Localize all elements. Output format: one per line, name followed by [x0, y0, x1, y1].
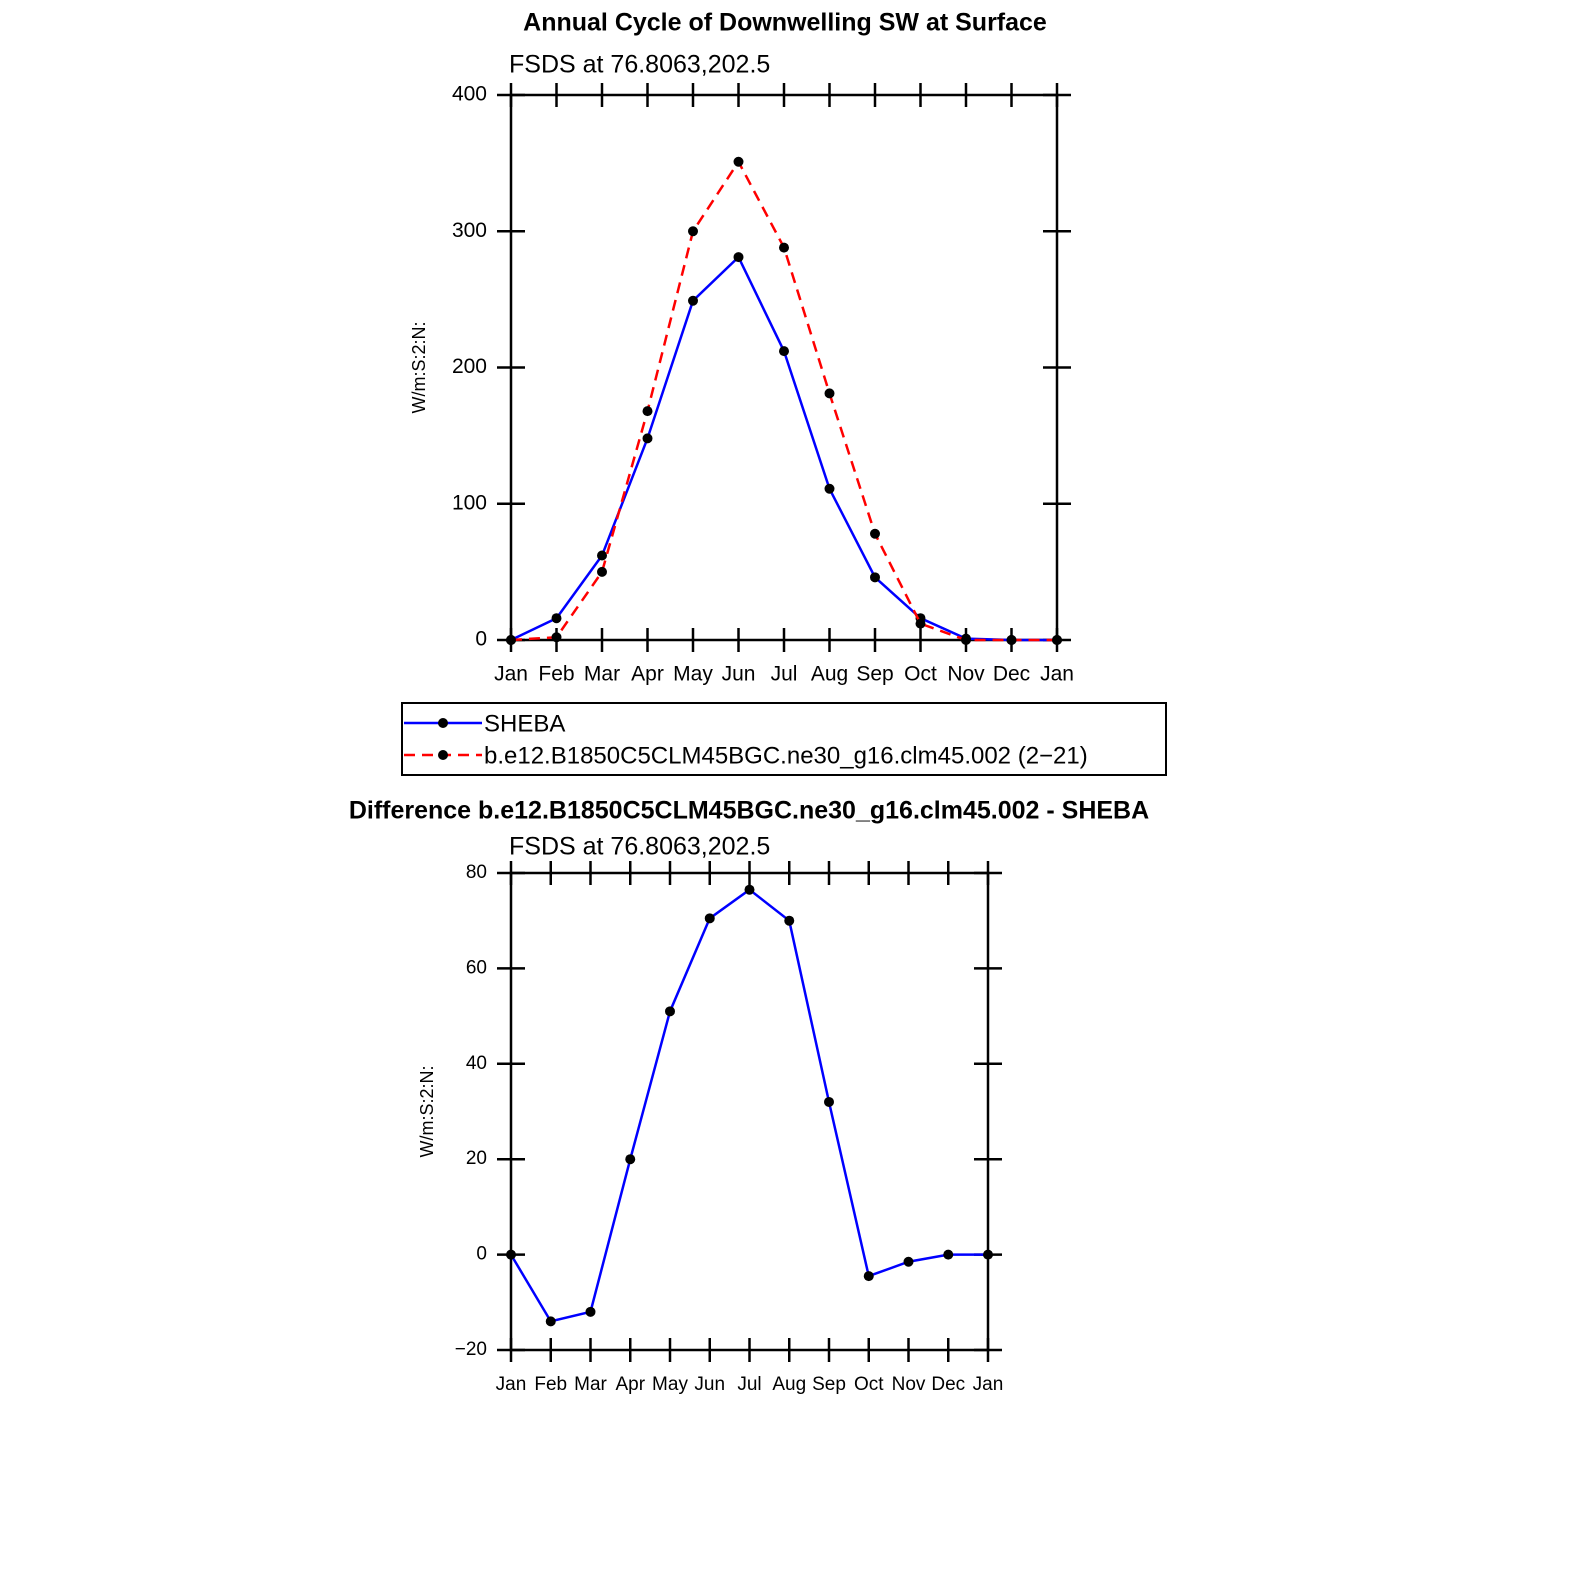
legend-label: b.e12.B1850C5CLM45BGC.ne30_g16.clm45.002…	[484, 742, 1088, 769]
data-point	[506, 635, 516, 645]
y-tick-label: 80	[466, 862, 487, 883]
x-tick-label: Oct	[904, 663, 937, 686]
data-point	[642, 433, 653, 444]
legend-label: SHEBA	[484, 710, 565, 737]
y-tick-label: −20	[455, 1339, 487, 1360]
y-tick-label: 0	[475, 628, 487, 651]
y-tick-label: 20	[466, 1148, 487, 1169]
y-tick-label: 200	[452, 355, 487, 378]
data-point	[545, 1316, 556, 1327]
x-tick-label: Jan	[494, 663, 528, 686]
data-point	[506, 1249, 516, 1260]
x-tick-label: Mar	[574, 1374, 607, 1395]
data-point	[983, 1249, 993, 1260]
series-line	[509, 888, 988, 1323]
data-point	[943, 1249, 954, 1260]
data-point	[824, 483, 835, 494]
legend-marker	[438, 750, 448, 760]
y-axis-label: W/m:S:2:N:	[417, 1065, 437, 1157]
plot-frame	[509, 93, 1059, 642]
x-tick-label: Dec	[993, 663, 1030, 686]
data-point	[597, 550, 607, 561]
y-tick-label: 60	[466, 957, 487, 978]
data-point	[779, 346, 789, 357]
x-tick-label: Jun	[722, 663, 756, 686]
x-tick-label: Dec	[931, 1374, 965, 1395]
data-point	[551, 613, 562, 624]
data-point	[625, 1154, 636, 1165]
data-point	[870, 572, 880, 583]
data-point	[824, 1096, 834, 1107]
x-tick-label: Jul	[737, 1374, 761, 1395]
series-line	[510, 255, 1057, 642]
x-tick-label: Aug	[811, 663, 848, 686]
legend-marker	[438, 718, 448, 728]
y-tick-label: 100	[452, 491, 487, 514]
chart-subtitle: FSDS at 76.8063,202.5	[509, 51, 770, 79]
data-point	[903, 1256, 914, 1267]
x-tick-label: Jan	[496, 1374, 527, 1395]
x-tick-label: May	[652, 1374, 688, 1395]
x-tick-label: Jan	[973, 1374, 1004, 1395]
x-tick-label: Apr	[631, 663, 664, 686]
x-tick-label: Nov	[892, 1374, 926, 1395]
data-point	[597, 566, 607, 577]
data-point	[585, 1306, 596, 1317]
x-tick-label: Jan	[1040, 663, 1074, 686]
y-tick-label: 300	[452, 219, 487, 242]
chart-subtitle: FSDS at 76.8063,202.5	[509, 833, 770, 861]
x-tick-label: Feb	[538, 663, 574, 686]
data-point	[824, 388, 835, 399]
chart-title: Difference b.e12.B1850C5CLM45BGC.ne30_g1…	[349, 797, 1149, 825]
data-point	[863, 1271, 874, 1282]
chart-title: Annual Cycle of Downwelling SW at Surfac…	[523, 9, 1047, 37]
y-tick-label: 40	[466, 1053, 487, 1074]
x-tick-label: May	[673, 663, 713, 686]
plot-frame	[509, 871, 990, 1352]
data-point	[1052, 635, 1062, 645]
data-point	[870, 528, 880, 539]
y-axis-label: W/m:S:2:N:	[409, 321, 429, 413]
data-point	[551, 632, 562, 643]
data-point	[704, 913, 715, 924]
data-point	[733, 252, 744, 263]
x-tick-label: Jun	[694, 1374, 725, 1395]
data-point	[784, 915, 795, 926]
x-tick-label: Jul	[771, 663, 798, 686]
data-point	[665, 1006, 675, 1017]
x-tick-label: Feb	[534, 1374, 567, 1395]
x-tick-label: Nov	[947, 663, 985, 686]
data-point	[688, 295, 698, 306]
y-tick-label: 0	[476, 1244, 487, 1265]
x-tick-label: Aug	[772, 1374, 806, 1395]
data-point	[744, 884, 755, 895]
x-tick-label: Sep	[812, 1374, 846, 1395]
x-tick-label: Sep	[856, 663, 893, 686]
data-point	[642, 406, 653, 417]
legend-box	[401, 702, 1167, 776]
x-tick-label: Mar	[584, 663, 620, 686]
data-point	[915, 618, 926, 629]
data-point	[1006, 635, 1017, 645]
x-tick-label: Apr	[615, 1374, 645, 1395]
data-point	[779, 242, 789, 253]
y-tick-label: 400	[452, 83, 487, 106]
data-point	[961, 635, 971, 645]
x-tick-label: Oct	[854, 1374, 884, 1395]
data-point	[688, 226, 698, 237]
data-point	[733, 156, 744, 167]
